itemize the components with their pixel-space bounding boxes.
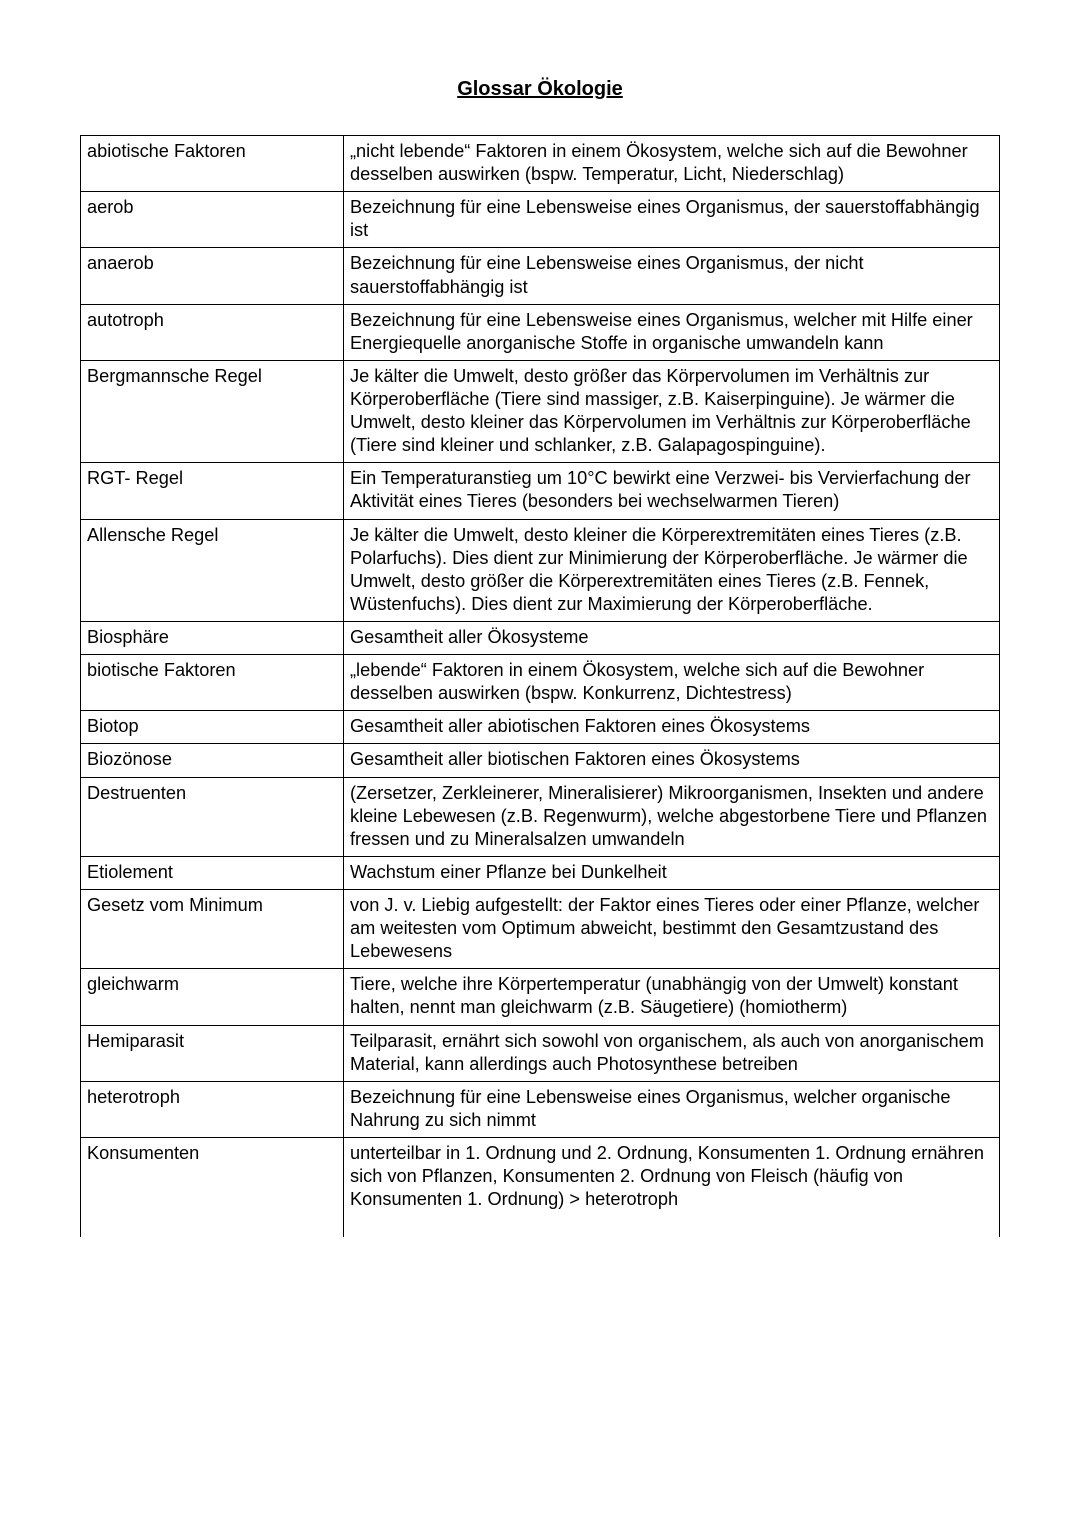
glossary-definition: Gesamtheit aller abiotischen Faktoren ei… [344,711,1000,744]
glossary-definition: Tiere, welche ihre Körpertemperatur (una… [344,969,1000,1025]
table-row: Gesetz vom Minimumvon J. v. Liebig aufge… [81,889,1000,968]
glossary-term: Biozönose [81,744,344,777]
glossary-term: Gesetz vom Minimum [81,889,344,968]
table-row: autotrophBezeichnung für eine Lebensweis… [81,304,1000,360]
page-title: Glossar Ökologie [80,78,1000,101]
glossary-definition: (Zersetzer, Zerkleinerer, Mineralisierer… [344,777,1000,856]
glossary-definition: Bezeichnung für eine Lebensweise eines O… [344,248,1000,304]
table-row: aerobBezeichnung für eine Lebensweise ei… [81,192,1000,248]
glossary-definition: Teilparasit, ernährt sich sowohl von org… [344,1025,1000,1081]
table-row: BiosphäreGesamtheit aller Ökosysteme [81,621,1000,654]
glossary-term: abiotische Faktoren [81,136,344,192]
table-row: anaerobBezeichnung für eine Lebensweise … [81,248,1000,304]
glossary-term: aerob [81,192,344,248]
table-row: Destruenten(Zersetzer, Zerkleinerer, Min… [81,777,1000,856]
glossary-term: heterotroph [81,1081,344,1137]
table-row: heterotrophBezeichnung für eine Lebenswe… [81,1081,1000,1137]
glossary-definition: Gesamtheit aller Ökosysteme [344,621,1000,654]
glossary-term: Bergmannsche Regel [81,360,344,462]
glossary-definition: Bezeichnung für eine Lebensweise eines O… [344,192,1000,248]
glossary-term: Allensche Regel [81,519,344,621]
table-row: HemiparasitTeilparasit, ernährt sich sow… [81,1025,1000,1081]
glossary-definition: Wachstum einer Pflanze bei Dunkelheit [344,856,1000,889]
glossary-definition: „lebende“ Faktoren in einem Ökosystem, w… [344,655,1000,711]
glossary-definition: Bezeichnung für eine Lebensweise eines O… [344,304,1000,360]
table-row: biotische Faktoren„lebende“ Faktoren in … [81,655,1000,711]
glossary-definition: Je kälter die Umwelt, desto größer das K… [344,360,1000,462]
glossary-table-body: abiotische Faktoren„nicht lebende“ Fakto… [81,136,1000,1238]
glossary-term: RGT- Regel [81,463,344,519]
glossary-definition: Bezeichnung für eine Lebensweise eines O… [344,1081,1000,1137]
glossary-definition: von J. v. Liebig aufgestellt: der Faktor… [344,889,1000,968]
glossary-term: gleichwarm [81,969,344,1025]
glossary-term: autotroph [81,304,344,360]
glossary-term: Destruenten [81,777,344,856]
table-row: EtiolementWachstum einer Pflanze bei Dun… [81,856,1000,889]
table-row: Bergmannsche RegelJe kälter die Umwelt, … [81,360,1000,462]
table-row: gleichwarmTiere, welche ihre Körpertempe… [81,969,1000,1025]
glossary-definition: Gesamtheit aller biotischen Faktoren ein… [344,744,1000,777]
glossary-definition: Ein Temperaturanstieg um 10°C bewirkt ei… [344,463,1000,519]
glossary-definition: Je kälter die Umwelt, desto kleiner die … [344,519,1000,621]
glossary-term: Biosphäre [81,621,344,654]
table-row: BiotopGesamtheit aller abiotischen Fakto… [81,711,1000,744]
glossary-definition: unterteilbar in 1. Ordnung und 2. Ordnun… [344,1137,1000,1237]
glossary-term: anaerob [81,248,344,304]
document-page: Glossar Ökologie abiotische Faktoren„nic… [0,0,1080,1528]
table-row: BiozönoseGesamtheit aller biotischen Fak… [81,744,1000,777]
glossary-term: Hemiparasit [81,1025,344,1081]
table-row: RGT- RegelEin Temperaturanstieg um 10°C … [81,463,1000,519]
table-row: abiotische Faktoren„nicht lebende“ Fakto… [81,136,1000,192]
glossary-table: abiotische Faktoren„nicht lebende“ Fakto… [80,135,1000,1237]
table-row: Konsumentenunterteilbar in 1. Ordnung un… [81,1137,1000,1237]
glossary-definition: „nicht lebende“ Faktoren in einem Ökosys… [344,136,1000,192]
glossary-term: Etiolement [81,856,344,889]
glossary-term: Biotop [81,711,344,744]
table-row: Allensche RegelJe kälter die Umwelt, des… [81,519,1000,621]
glossary-term: Konsumenten [81,1137,344,1237]
glossary-term: biotische Faktoren [81,655,344,711]
